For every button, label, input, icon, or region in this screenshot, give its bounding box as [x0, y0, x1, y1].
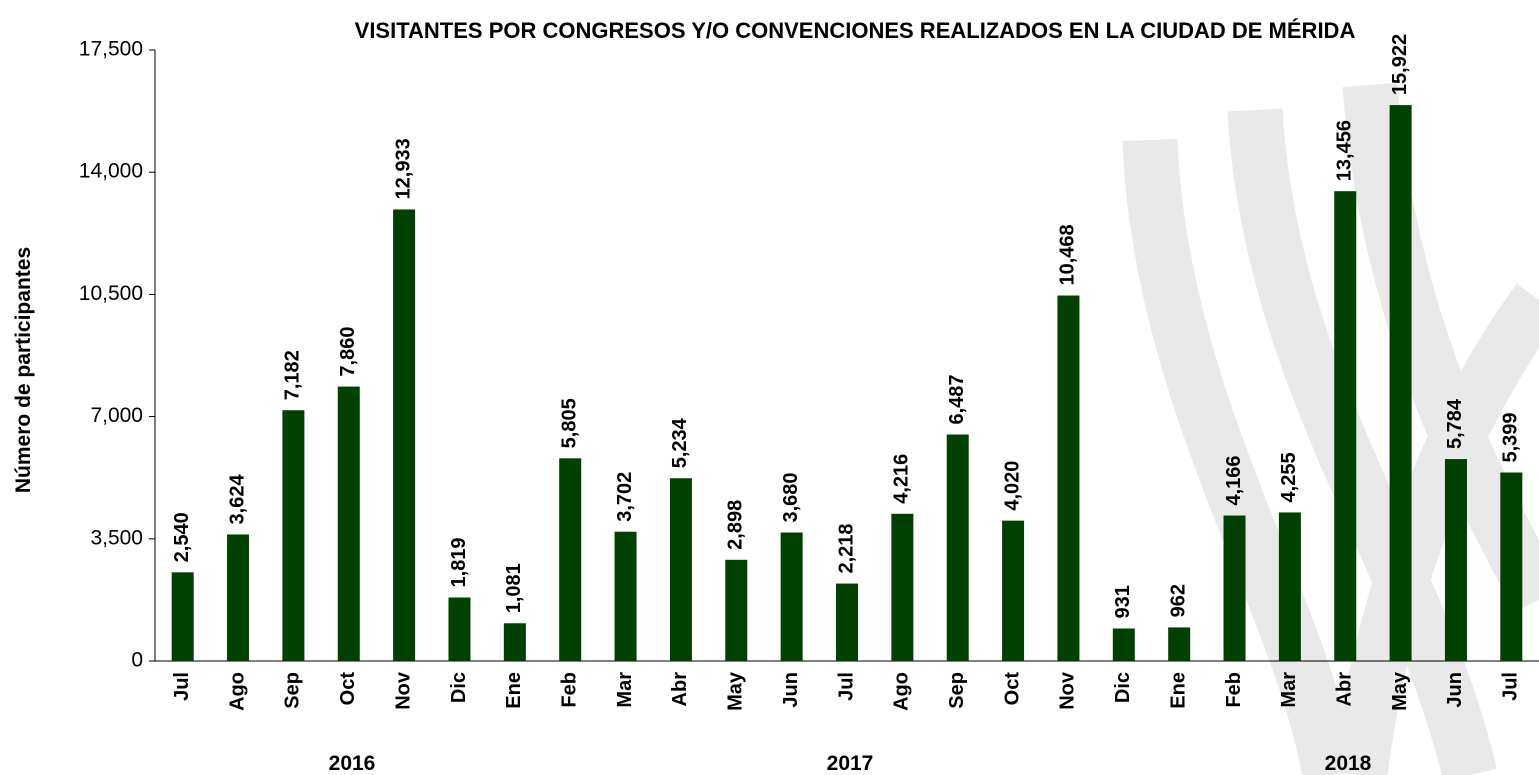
- x-tick-label: Jun: [780, 672, 802, 708]
- value-label: 3,702: [614, 472, 636, 522]
- value-label: 4,216: [891, 454, 913, 504]
- x-tick-label: Ago: [891, 672, 913, 711]
- bar: [1389, 105, 1412, 662]
- bar: [171, 572, 194, 661]
- bar: [1168, 627, 1191, 661]
- bar: [282, 410, 305, 661]
- x-tick-label: Feb: [558, 672, 580, 708]
- x-tick-label: Nov: [1057, 671, 1079, 710]
- bar: [725, 559, 748, 661]
- value-label: 7,860: [337, 327, 359, 377]
- x-tick-label: May: [1389, 671, 1411, 711]
- value-label: 962: [1167, 584, 1189, 617]
- value-label: 13,456: [1334, 120, 1356, 181]
- bar: [448, 597, 471, 661]
- x-tick-label: Ene: [503, 672, 525, 709]
- value-label: 5,784: [1444, 398, 1466, 449]
- x-tick-label: Jun: [1444, 672, 1466, 708]
- value-label: 931: [1112, 585, 1134, 618]
- y-tick-label: 10,500: [79, 282, 143, 305]
- value-label: 5,234: [669, 417, 691, 468]
- y-tick-label: 3,500: [90, 526, 143, 549]
- value-label: 4,166: [1223, 455, 1245, 505]
- bar: [1500, 472, 1523, 661]
- y-axis-title: Número de participantes: [12, 247, 35, 493]
- x-tick-label: Feb: [1223, 672, 1245, 708]
- x-tick-label: Dic: [448, 672, 470, 703]
- x-tick-label: Oct: [1001, 672, 1023, 706]
- y-tick-label: 14,000: [79, 160, 143, 183]
- bar: [1002, 520, 1025, 661]
- value-label: 1,819: [448, 537, 470, 587]
- value-label: 3,680: [780, 472, 802, 522]
- x-tick-label: May: [725, 671, 747, 711]
- bar: [1278, 512, 1301, 661]
- year-label: 2016: [329, 752, 376, 775]
- value-label: 2,898: [725, 500, 747, 550]
- bar: [669, 478, 692, 661]
- bar: [891, 513, 914, 661]
- bar: [227, 534, 250, 661]
- x-tick-label: Dic: [1112, 672, 1134, 703]
- x-tick-label: Sep: [946, 672, 968, 709]
- x-tick-label: Mar: [1278, 672, 1300, 708]
- chart-title: VISITANTES POR CONGRESOS Y/O CONVENCIONE…: [355, 18, 1356, 43]
- background-decoration: [1122, 82, 1539, 775]
- year-label: 2018: [1325, 752, 1372, 775]
- y-tick-label: 7,000: [90, 404, 143, 427]
- x-tick-label: Oct: [337, 672, 359, 706]
- bar: [836, 583, 858, 661]
- bar: [1057, 295, 1080, 661]
- x-tick-label: Abr: [669, 672, 691, 707]
- x-tick-label: Jul: [1500, 672, 1522, 701]
- x-tick-label: Mar: [614, 672, 636, 708]
- x-tick-label: Abr: [1334, 672, 1356, 707]
- value-label: 2,218: [835, 523, 857, 573]
- value-label: 12,933: [392, 138, 414, 199]
- x-tick-label: Jul: [171, 672, 193, 701]
- bar: [1223, 515, 1246, 661]
- bar: [614, 531, 637, 661]
- value-label: 7,182: [282, 350, 304, 400]
- bar: [946, 434, 969, 661]
- year-label: 2017: [827, 752, 874, 775]
- x-tick-label: Nov: [392, 671, 414, 710]
- value-label: 4,255: [1278, 452, 1300, 502]
- value-label: 5,805: [558, 398, 580, 448]
- bar: [1444, 459, 1467, 661]
- bar: [393, 209, 416, 661]
- x-tick-label: Sep: [282, 672, 304, 709]
- x-tick-label: Jul: [835, 672, 857, 701]
- y-tick-label: 17,500: [79, 38, 143, 61]
- bar: [559, 458, 582, 661]
- bar: [337, 386, 360, 661]
- bar: [503, 623, 526, 661]
- value-label: 10,468: [1057, 224, 1079, 285]
- value-label: 4,020: [1001, 461, 1023, 511]
- bar: [1112, 628, 1135, 661]
- value-label: 2,540: [171, 512, 193, 562]
- value-label: 1,081: [503, 563, 525, 613]
- y-tick-label: 0: [131, 649, 143, 672]
- bar: [780, 532, 803, 661]
- x-tick-label: Ene: [1167, 672, 1189, 709]
- value-label: 5,399: [1500, 412, 1522, 462]
- bar: [1334, 191, 1357, 662]
- value-label: 3,624: [226, 474, 248, 525]
- x-tick-label: Ago: [226, 672, 248, 711]
- value-label: 15,922: [1389, 34, 1411, 95]
- value-label: 6,487: [946, 374, 968, 424]
